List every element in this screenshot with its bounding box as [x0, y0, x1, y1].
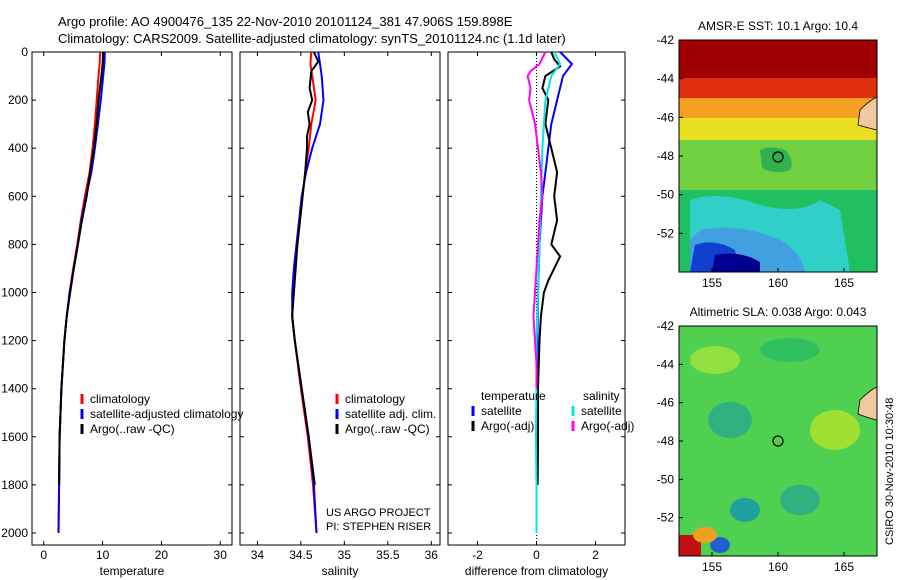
legend-header-salinity: salinity — [583, 389, 620, 403]
figure-title-line1: Argo profile: AO 4900476_135 22-Nov-2010… — [58, 14, 513, 29]
sla-patch-red — [679, 535, 701, 556]
sst-patch-dark-green — [760, 147, 792, 173]
legend-header-temperature: temperature — [481, 389, 546, 403]
sst-map-lat-label: -52 — [657, 226, 675, 240]
legend-entry: Argo(..raw -QC) — [90, 422, 175, 436]
salinity-xtick-label: 35 — [338, 548, 352, 562]
project-label: US ARGO PROJECT — [326, 507, 431, 519]
sst-map-lat-label: -48 — [657, 149, 675, 163]
sst-patch-navy — [712, 253, 760, 272]
legend-entry: satellite — [581, 404, 622, 418]
temperature-xlabel: temperature — [100, 564, 165, 578]
sla-patch-7 — [710, 537, 730, 553]
legend-entry: satellite — [481, 404, 522, 418]
sst-map-lon-label: 155 — [702, 276, 722, 290]
temperature-series-climatology — [57, 51, 102, 534]
salinity-series-climatology — [291, 51, 318, 534]
sst-map-lat-label: -42 — [657, 33, 675, 47]
legend-entry: satellite adj. clim. — [345, 407, 436, 421]
sla-patch-3 — [708, 402, 752, 438]
sst-map-lon-label: 165 — [834, 276, 854, 290]
sla-map-lat-label: -46 — [657, 396, 675, 410]
sst-map-lat-label: -44 — [657, 72, 675, 86]
salinity-xlabel: salinity — [322, 564, 359, 578]
difference-xlabel: difference from climatology — [465, 564, 608, 578]
sla-patch-6 — [780, 485, 820, 515]
sst-map-axes: 155 160 165 -42 -44 -46 -48 -50 -52 — [657, 33, 855, 290]
depth-tick-label: 800 — [8, 237, 28, 251]
argo-float-marker-sla — [772, 435, 784, 447]
depth-tick-label: 1200 — [1, 334, 28, 348]
sst-map — [678, 39, 878, 273]
salinity-series-satellite-adj-clim- — [291, 51, 325, 534]
legend-entry: Argo(-adj) — [581, 419, 634, 433]
sla-map-lon-label: 165 — [834, 560, 854, 574]
legend-entry: Argo(..raw -QC) — [345, 422, 430, 436]
sst-map-lon-label: 160 — [768, 276, 788, 290]
salinity-xtick-label: 35.5 — [376, 548, 400, 562]
sla-patch-orange — [693, 527, 717, 543]
figure-title-line2: Climatology: CARS2009. Satellite-adjuste… — [58, 31, 566, 46]
sst-band-yellow — [679, 118, 877, 144]
sla-map-lon-label: 160 — [768, 560, 788, 574]
temperature-series-argo-raw-qc- — [58, 51, 105, 485]
depth-tick-label: 1000 — [1, 285, 28, 299]
depth-tick-label: 1600 — [1, 430, 28, 444]
temperature-xtick-label: 20 — [155, 548, 169, 562]
difference-series-salinity-argo-adj- — [526, 51, 547, 389]
depth-tick-label: 1400 — [1, 382, 28, 396]
legend-entry: climatology — [90, 392, 150, 406]
temperature-series-satellite-adjusted-climatology — [57, 51, 106, 534]
salinity-xtick-label: 34 — [251, 548, 265, 562]
sla-map-lat-label: -44 — [657, 357, 675, 371]
legend-entry: climatology — [345, 392, 405, 406]
depth-tick-label: 1800 — [1, 478, 28, 492]
temperature-panel — [31, 51, 233, 546]
difference-xtick-label: 2 — [592, 548, 599, 562]
difference-xtick-label: 0 — [533, 548, 540, 562]
sla-patch-1 — [690, 346, 740, 374]
sla-map-lat-label: -52 — [657, 511, 675, 525]
temperature-xtick-label: 10 — [96, 548, 110, 562]
pi-label: PI: STEPHEN RISER — [326, 521, 431, 533]
sla-map-title: Altimetric SLA: 0.038 Argo: 0.043 — [690, 305, 867, 319]
salinity-chart: 34 34.5 35 35.5 36 salinity climatologysatelli… — [240, 51, 440, 578]
depth-tick-label: 600 — [8, 189, 28, 203]
depth-tick-label: 400 — [8, 141, 28, 155]
legend-entry: Argo(-adj) — [481, 419, 534, 433]
salinity-xtick-label: 34.5 — [289, 548, 313, 562]
sla-map-lon-label: 155 — [702, 560, 722, 574]
argo-float-marker-sst — [772, 151, 784, 163]
sst-map-lat-label: -50 — [657, 188, 675, 202]
sla-patch-5 — [730, 498, 760, 522]
depth-tick-label: 0 — [21, 45, 28, 59]
sst-map-title: AMSR-E SST: 10.1 Argo: 10.4 — [698, 19, 858, 33]
credit-label: CSIRO 30-Nov-2010 10:30:48 — [884, 398, 896, 545]
temperature-xtick-label: 30 — [214, 548, 228, 562]
salinity-series-argo-raw-qc- — [291, 51, 320, 486]
sla-map — [678, 325, 878, 557]
profile-plots: 0 10 20 30020040060080010001200140016001800… — [1, 45, 634, 578]
depth-tick-label: 2000 — [1, 526, 28, 540]
difference-series-temperature-satellite — [535, 51, 574, 533]
sla-map-lat-label: -48 — [657, 434, 675, 448]
sst-map-lat-label: -46 — [657, 110, 675, 124]
temperature-xtick-label: 0 — [40, 548, 47, 562]
legend-entry: satellite-adjusted climatology — [90, 407, 243, 421]
sla-map-axes: 155 160 165 -42 -44 -46 -48 -50 -52 — [657, 319, 855, 574]
difference-chart: -2 0 2 difference from climatology temperatu… — [448, 51, 634, 578]
salinity-panel — [239, 51, 441, 546]
depth-tick-label: 200 — [8, 93, 28, 107]
difference-series-salinity-satellite — [534, 51, 562, 533]
sla-map-lat-label: -50 — [657, 472, 675, 486]
sla-patch-2 — [760, 338, 820, 362]
temperature-chart: 0 10 20 30 0 200 400 600 800 1000 1200 1400 1600 1800… — [1, 45, 243, 578]
difference-series-temperature-argo-adj- — [536, 51, 562, 485]
sla-map-lat-label: -42 — [657, 319, 675, 333]
salinity-xtick-label: 36 — [425, 548, 439, 562]
sla-patch-4 — [810, 410, 860, 450]
difference-xtick-label: -2 — [472, 548, 483, 562]
